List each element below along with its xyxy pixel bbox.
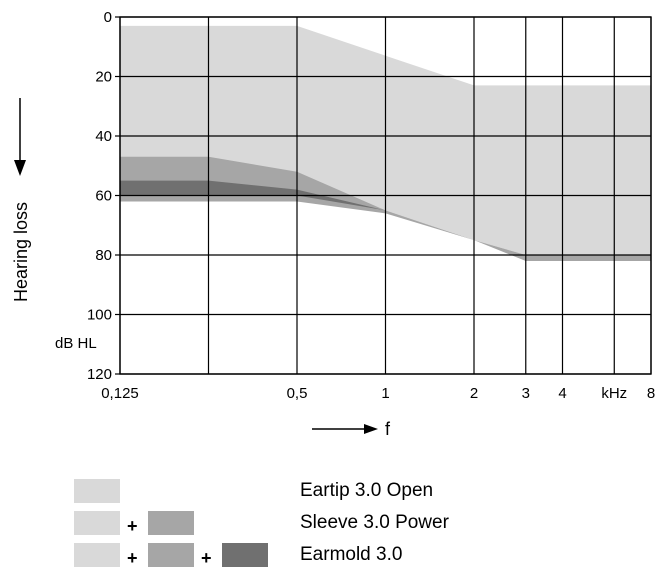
- y-tick-label-80: 80: [95, 247, 112, 264]
- y-axis-unit: dB HL: [55, 335, 97, 352]
- y-tick-label-40: 40: [95, 128, 112, 145]
- x-tick-label-1: 0,125: [101, 385, 139, 402]
- y-tick-label-60: 60: [95, 188, 112, 205]
- y-axis-title: Hearing loss: [11, 202, 31, 302]
- x-tick-label-3: 1: [381, 385, 389, 402]
- x-tick-label-4: 2: [470, 385, 478, 402]
- y-tick-labels: 0 20 40 60 80 100 120: [87, 9, 112, 383]
- legend-swatch: [222, 543, 268, 567]
- x-tick-labels: 0,125 0,5 1 2 3 4 kHz 8: [101, 385, 655, 402]
- legend-plus-sign: +: [127, 516, 138, 536]
- grid-lines: [115, 16, 652, 375]
- y-axis-arrowhead: [14, 160, 26, 176]
- x-tick-label-2: 0,5: [287, 385, 308, 402]
- x-tick-label-5: 3: [522, 385, 530, 402]
- legend-label: Earmold 3.0: [300, 544, 403, 565]
- legend-swatch: [74, 511, 120, 535]
- x-axis-title-group: f: [312, 419, 391, 439]
- y-tick-label-120: 120: [87, 366, 112, 383]
- x-tick-label-6: 4: [558, 385, 566, 402]
- x-tick-label-7: kHz: [601, 385, 627, 402]
- legend-label: Eartip 3.0 Open: [300, 480, 434, 501]
- y-tick-label-0: 0: [104, 9, 112, 26]
- x-axis-title: f: [385, 419, 391, 439]
- legend-swatch: [74, 479, 120, 503]
- legend-swatch: [148, 511, 194, 535]
- legend-swatch: [148, 543, 194, 567]
- legend-plus-sign: +: [201, 548, 212, 568]
- x-axis-arrowhead: [364, 424, 378, 434]
- area-series-2: [120, 156, 651, 261]
- hearing-loss-chart: 0 20 40 60 80 100 120 0,125 0,5 1 2 3 4 kHz 8 Hearing…: [11, 9, 655, 439]
- legend-label: Sleeve 3.0 Power: [300, 512, 449, 533]
- plot-frame: [119, 16, 652, 375]
- y-axis-title-group: Hearing loss: [11, 98, 31, 302]
- y-tick-label-100: 100: [87, 307, 112, 324]
- y-tick-label-20: 20: [95, 69, 112, 86]
- x-tick-label-8: 8: [647, 385, 655, 402]
- legend-swatch: [74, 543, 120, 567]
- legend-plus-sign: +: [127, 548, 138, 568]
- area-series-3: [120, 180, 651, 255]
